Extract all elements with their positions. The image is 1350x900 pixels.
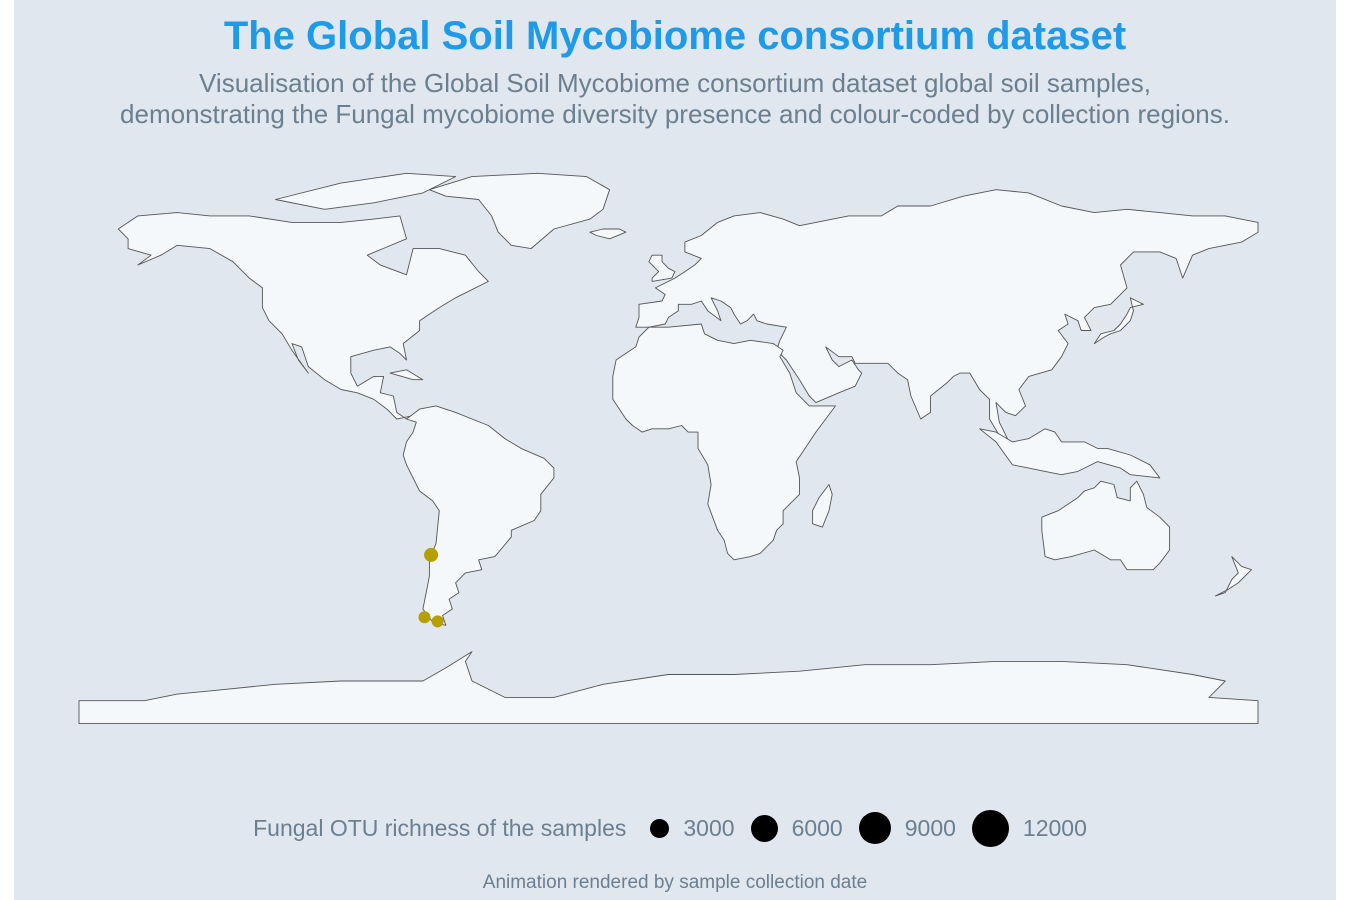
landmass-new-zealand xyxy=(1214,556,1252,597)
legend-key-6000: 6000 xyxy=(745,814,843,842)
legend: Fungal OTU richness of the samples 3000 … xyxy=(0,806,1350,850)
legend-key-12000: 12000 xyxy=(966,809,1087,847)
legend-label: 6000 xyxy=(791,814,843,841)
legend-key-3000: 3000 xyxy=(644,814,735,842)
subtitle-line-1: Visualisation of the Global Soil Mycobio… xyxy=(199,68,1151,98)
landmass-north-america xyxy=(117,212,489,420)
legend-dot xyxy=(750,814,778,842)
sample-points xyxy=(418,547,444,628)
sample-point xyxy=(418,611,431,624)
landmass-indonesia xyxy=(979,428,1161,479)
landmass-greenland xyxy=(428,172,611,250)
legend-dot xyxy=(971,809,1009,847)
landmasses xyxy=(78,172,1259,725)
landmass-iceland xyxy=(589,228,627,240)
legend-dot xyxy=(650,818,670,838)
landmass-australia xyxy=(1041,480,1171,571)
legend-title: Fungal OTU richness of the samples xyxy=(253,814,627,841)
legend-dot xyxy=(858,812,891,844)
legend-label: 3000 xyxy=(683,814,735,841)
subtitle: Visualisation of the Global Soil Mycobio… xyxy=(0,68,1350,130)
landmass-antarctica xyxy=(78,651,1259,725)
landmass-madagascar xyxy=(812,484,833,528)
sample-point xyxy=(431,615,444,628)
landmass-south-america xyxy=(402,405,555,626)
landmass-cuba xyxy=(389,369,424,381)
landmass-great-britain xyxy=(648,254,676,282)
landmass-eurasia xyxy=(635,189,1259,443)
legend-label: 12000 xyxy=(1022,814,1087,841)
subtitle-line-2: demonstrating the Fungal mycobiome diver… xyxy=(120,99,1230,129)
legend-key-9000: 9000 xyxy=(853,812,956,844)
landmass-arctic-islands xyxy=(275,172,457,210)
legend-label: 9000 xyxy=(904,814,956,841)
plot-panel xyxy=(14,0,1336,900)
sample-point xyxy=(424,547,439,562)
page-title: The Global Soil Mycobiome consortium dat… xyxy=(223,14,1127,58)
landmass-japan xyxy=(1093,297,1144,345)
landmass-africa xyxy=(612,323,836,561)
caption: Animation rendered by sample collection … xyxy=(482,872,868,893)
